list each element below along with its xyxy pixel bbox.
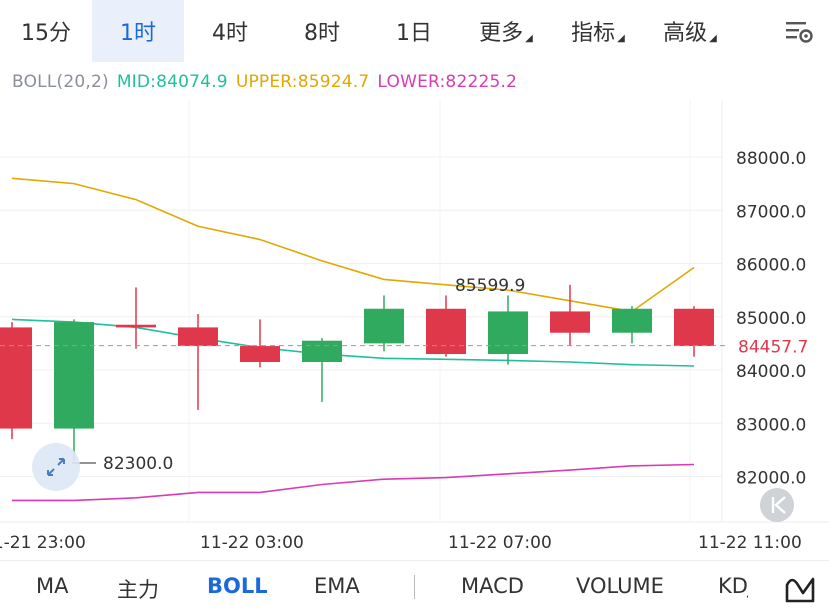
timeframe-tab[interactable]: 更多 ◢ — [460, 0, 552, 62]
chart-settings-button[interactable] — [769, 0, 829, 62]
price-tick-label: 86000.0 — [736, 256, 806, 276]
candle-body — [302, 340, 342, 363]
indicator-tab-boll[interactable]: BOLL — [207, 574, 268, 598]
caret-down-icon: ◢ — [525, 32, 533, 44]
boll-legend-mid: MID:84074.9 — [116, 72, 228, 92]
boll-mid-line — [11, 318, 695, 367]
high-annotation: 85599.9 — [455, 276, 525, 296]
indicator-tab-ema[interactable]: EMA — [314, 574, 360, 598]
indicator-divider — [414, 575, 415, 599]
indicator-tab-ma[interactable]: MA — [36, 574, 69, 598]
candle-body — [116, 324, 156, 328]
boll-legend-lower: LOWER:82225.2 — [377, 72, 518, 92]
boll-lower-line — [12, 463, 695, 502]
timeframe-tab-label: 1日 — [396, 21, 432, 46]
timeframe-tab[interactable]: 高级 ◢ — [644, 0, 736, 62]
timeframe-bar: 15分 1时 4时 8时 1日 更多 ◢ 指标 ◢ 高级 ◢ — [0, 0, 829, 62]
timeframe-tab[interactable]: 15分 — [0, 0, 92, 62]
candle-body — [240, 346, 280, 363]
candlestick-chart[interactable]: 88000.0 87000.0 86000.0 85000.0 84000.0 83000… — [0, 100, 829, 560]
candle-body — [426, 308, 466, 355]
timeframe-tab[interactable]: 8时 — [276, 0, 368, 62]
chart-settings-icon — [786, 22, 813, 43]
timeframe-tab[interactable]: 指标 ◢ — [552, 0, 644, 62]
caret-down-icon: ◢ — [709, 32, 717, 44]
indicator-tab-主力[interactable]: 主力 — [117, 578, 159, 602]
boll-upper-line — [11, 177, 695, 313]
expand-icon — [47, 458, 65, 476]
boll-legend: BOLL(20,2) MID:84074.9 UPPER:85924.7 LOWER:… — [12, 72, 525, 92]
price-tick-label: 88000.0 — [736, 149, 806, 169]
candle-body — [54, 322, 94, 429]
price-tick-label: 85000.0 — [736, 309, 806, 329]
timeframe-tab[interactable]: 1日 — [368, 0, 460, 62]
candle-body — [488, 311, 528, 355]
timeframe-tab-label: 指标 — [571, 21, 616, 46]
timeframe-tab[interactable]: 1时 — [92, 0, 184, 62]
current-price-label: 84457.7 — [738, 338, 808, 358]
boll-legend-upper: UPPER:85924.7 — [235, 72, 370, 92]
caret-down-icon: ◢ — [617, 32, 625, 44]
timeframe-tab-label: 高级 — [663, 21, 708, 46]
timeframe-tab-label: 4时 — [212, 21, 248, 46]
price-tick-label: 84000.0 — [736, 362, 806, 382]
time-tick-label: 11-22 11:00 — [698, 533, 802, 553]
candle-body — [178, 327, 218, 347]
time-tick-label: 11-22 07:00 — [448, 533, 552, 553]
indicator-tab-macd[interactable]: MACD — [461, 574, 524, 598]
drawing-tool-icon[interactable] — [783, 571, 817, 605]
timeframe-tab-label: 更多 — [479, 21, 524, 46]
indicator-bar: MA 主力 BOLL EMA MACD VOLUME KDJ — [0, 560, 829, 613]
time-tick-label: 11-22 03:00 — [200, 533, 304, 553]
price-tick-label: 83000.0 — [736, 415, 806, 435]
timeframe-tab-label: 1时 — [120, 21, 156, 46]
expand-button[interactable] — [32, 443, 80, 491]
candle-body — [612, 308, 652, 333]
candle-body — [550, 311, 590, 333]
low-annotation: 82300.0 — [103, 454, 173, 474]
timeframe-tab[interactable]: 4时 — [184, 0, 276, 62]
candle-body — [674, 308, 714, 347]
time-tick-label: 11-21 23:00 — [0, 533, 86, 553]
price-tick-label: 87000.0 — [736, 202, 806, 222]
indicator-tab-volume[interactable]: VOLUME — [576, 574, 664, 598]
timeframe-tab-label: 15分 — [21, 21, 71, 46]
candle-body — [364, 308, 404, 344]
boll-legend-name: BOLL(20,2) — [12, 72, 109, 92]
current-price-tag-bg — [726, 332, 829, 359]
price-tick-label: 82000.0 — [736, 469, 806, 489]
timeframe-tab-label: 8时 — [304, 21, 340, 46]
scroll-latest-icon — [771, 496, 786, 514]
candle-body — [0, 327, 32, 429]
indicator-tab-kdj[interactable]: KDJ — [718, 574, 748, 598]
